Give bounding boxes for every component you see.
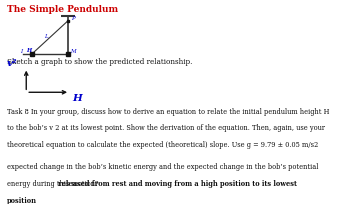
Text: M: M: [70, 49, 75, 54]
Text: v²: v²: [7, 58, 18, 67]
Text: I: I: [20, 49, 22, 54]
Text: L: L: [44, 34, 47, 39]
Text: H: H: [27, 48, 31, 52]
Text: Sketch a graph to show the predicted relationship.: Sketch a graph to show the predicted rel…: [7, 58, 192, 66]
Text: Task 8 In your group, discuss how to derive an equation to relate the initial pe: Task 8 In your group, discuss how to der…: [7, 107, 329, 115]
Text: theoretical equation to calculate the expected (theoretical) slope. Use g = 9.79: theoretical equation to calculate the ex…: [7, 141, 318, 149]
Text: H: H: [72, 94, 82, 103]
Text: expected change in the bob’s kinetic energy and the expected change in the bob’s: expected change in the bob’s kinetic ene…: [7, 162, 318, 170]
Text: The Simple Pendulum: The Simple Pendulum: [7, 5, 118, 14]
Text: energy during this motion?: energy during this motion?: [7, 179, 101, 187]
Text: P: P: [71, 16, 75, 20]
Text: to the bob’s v 2 at its lowest point. Show the derivation of the equation. Then,: to the bob’s v 2 at its lowest point. Sh…: [7, 124, 325, 132]
Text: released from rest and moving from a high position to its lowest: released from rest and moving from a hig…: [58, 179, 297, 187]
Text: position: position: [7, 196, 37, 204]
